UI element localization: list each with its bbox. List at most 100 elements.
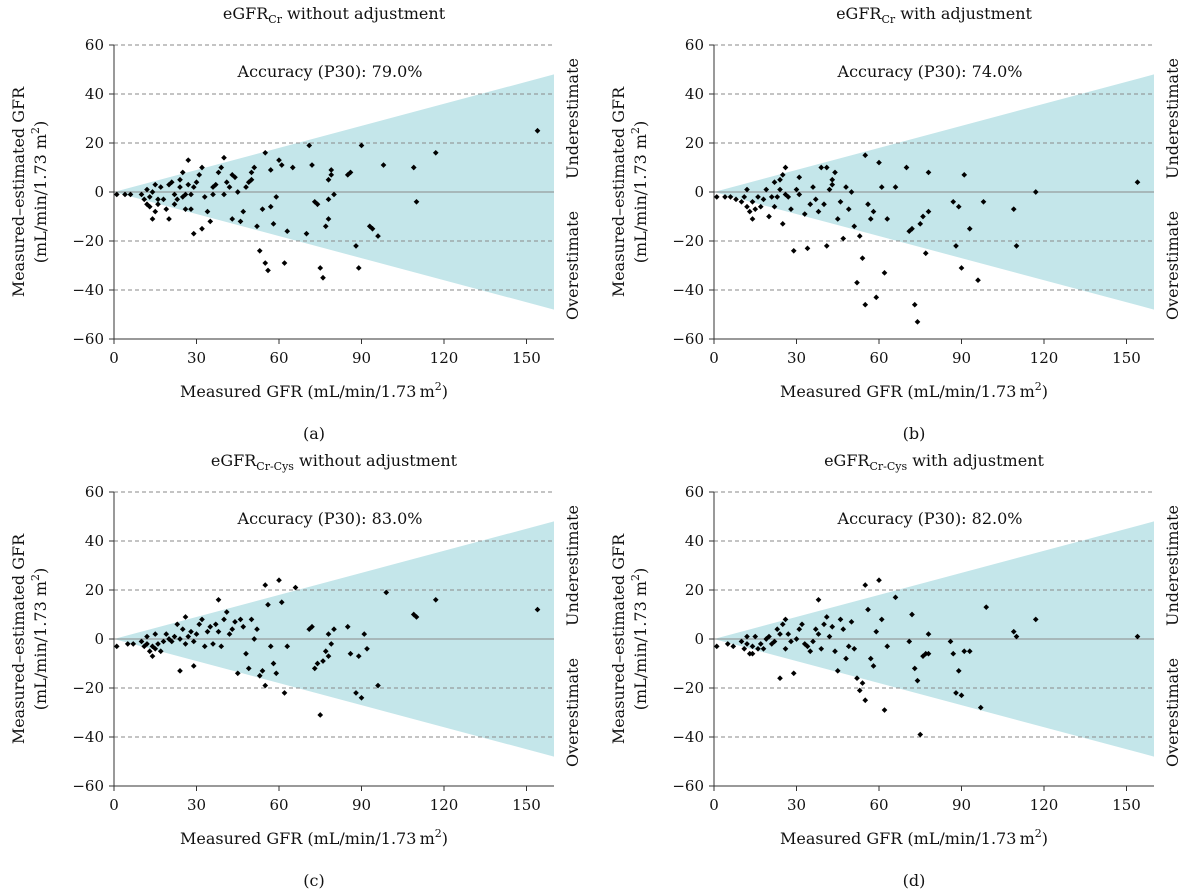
y-tick-label: 0 bbox=[94, 183, 104, 201]
data-point bbox=[920, 213, 926, 220]
y-tick-label: −60 bbox=[672, 330, 704, 348]
x-axis-label: Measured GFR (mL/min/1.73 m2) bbox=[780, 380, 1048, 401]
data-point bbox=[309, 623, 315, 630]
y-tick-label: 0 bbox=[94, 630, 104, 648]
y-axis-label-sup: 2 bbox=[629, 574, 642, 581]
data-point bbox=[347, 169, 354, 176]
title-subscript: Cr bbox=[268, 13, 282, 26]
data-point bbox=[144, 641, 150, 647]
data-point bbox=[380, 162, 387, 168]
data-point bbox=[958, 692, 965, 699]
y-axis-label-sup: 2 bbox=[29, 127, 42, 134]
data-point bbox=[190, 638, 197, 645]
data-point bbox=[232, 174, 238, 181]
data-point bbox=[727, 194, 734, 200]
data-point bbox=[190, 184, 197, 190]
data-point bbox=[278, 162, 285, 168]
data-point bbox=[755, 645, 761, 652]
data-point bbox=[234, 189, 241, 195]
data-point bbox=[837, 616, 844, 623]
data-point bbox=[267, 167, 274, 173]
data-point bbox=[881, 707, 888, 713]
y-tick-label: −40 bbox=[672, 281, 704, 299]
data-point bbox=[309, 162, 315, 168]
data-point bbox=[155, 196, 161, 203]
title-rest: without adjustment bbox=[294, 451, 458, 470]
panel-letter: (b) bbox=[903, 424, 926, 443]
y-axis-label-line1: Measured–estimated GFR bbox=[9, 533, 28, 744]
x-axis-label-sup: 2 bbox=[435, 827, 442, 840]
data-point bbox=[163, 631, 170, 637]
data-point bbox=[328, 167, 335, 173]
data-point bbox=[152, 631, 159, 637]
y-tick-label: −60 bbox=[672, 777, 704, 795]
data-point bbox=[807, 648, 814, 655]
panel-title: eGFRCr-Cys without adjustment bbox=[211, 451, 458, 473]
data-point bbox=[113, 643, 120, 650]
data-point bbox=[876, 577, 882, 584]
data-point bbox=[174, 196, 181, 203]
data-point bbox=[358, 142, 365, 149]
title-subscript: Cr bbox=[881, 13, 895, 26]
data-point bbox=[713, 194, 720, 200]
data-point bbox=[168, 638, 175, 645]
data-point bbox=[207, 623, 214, 630]
data-point bbox=[804, 245, 811, 252]
data-point bbox=[204, 208, 211, 215]
panel-title: eGFRCr without adjustment bbox=[223, 4, 446, 26]
data-point bbox=[243, 650, 249, 657]
data-point bbox=[146, 203, 153, 210]
data-point bbox=[799, 621, 805, 628]
data-point bbox=[983, 604, 990, 610]
data-point bbox=[1013, 633, 1020, 640]
data-point bbox=[862, 582, 869, 588]
data-point bbox=[777, 176, 783, 183]
data-point bbox=[917, 731, 924, 738]
data-point bbox=[744, 641, 750, 647]
data-point bbox=[818, 164, 825, 171]
data-point bbox=[185, 633, 192, 640]
data-point bbox=[870, 663, 877, 669]
data-point bbox=[953, 690, 959, 696]
data-point bbox=[262, 582, 269, 588]
title-rest: without adjustment bbox=[282, 4, 446, 23]
data-point bbox=[873, 628, 880, 635]
data-point bbox=[862, 152, 869, 159]
data-point bbox=[325, 653, 332, 659]
data-point bbox=[862, 697, 869, 704]
y-tick-label: 40 bbox=[685, 532, 704, 550]
data-point bbox=[744, 203, 750, 210]
data-point bbox=[229, 626, 236, 633]
x-tick-label: 30 bbox=[187, 349, 206, 367]
data-point bbox=[306, 142, 313, 149]
data-point bbox=[752, 633, 759, 640]
overestimate-label: Overestimate bbox=[563, 211, 582, 320]
y-tick-label: 20 bbox=[85, 134, 104, 152]
data-point bbox=[961, 172, 968, 178]
overestimate-label: Overestimate bbox=[1163, 211, 1182, 320]
y-tick-label: 20 bbox=[685, 581, 704, 599]
data-point bbox=[821, 621, 827, 628]
x-tick-label: 30 bbox=[187, 796, 206, 814]
data-point bbox=[823, 243, 830, 249]
data-point bbox=[771, 203, 778, 210]
accuracy-label: Accuracy (P30): 83.0% bbox=[237, 509, 423, 528]
data-point bbox=[199, 225, 205, 232]
data-point bbox=[188, 206, 194, 212]
x-tick-label: 150 bbox=[1112, 796, 1141, 814]
data-point bbox=[171, 201, 178, 208]
data-point bbox=[201, 643, 208, 650]
data-point bbox=[182, 614, 189, 620]
data-point bbox=[212, 181, 219, 188]
data-point bbox=[177, 668, 183, 674]
x-axis-label-text: Measured GFR (mL/min/1.73 m bbox=[780, 829, 1035, 848]
data-point bbox=[854, 675, 860, 682]
data-point bbox=[870, 208, 877, 215]
data-point bbox=[240, 208, 247, 215]
data-point bbox=[259, 668, 266, 674]
x-tick-label: 30 bbox=[787, 349, 806, 367]
data-point bbox=[196, 172, 203, 178]
y-axis-label-line1: Measured–estimated GFR bbox=[609, 86, 628, 297]
chart-panel: −60 −40 −20 0 20 40 60 0 30 60 90 120 150 eGFRCr-Cys … bbox=[9, 451, 582, 890]
